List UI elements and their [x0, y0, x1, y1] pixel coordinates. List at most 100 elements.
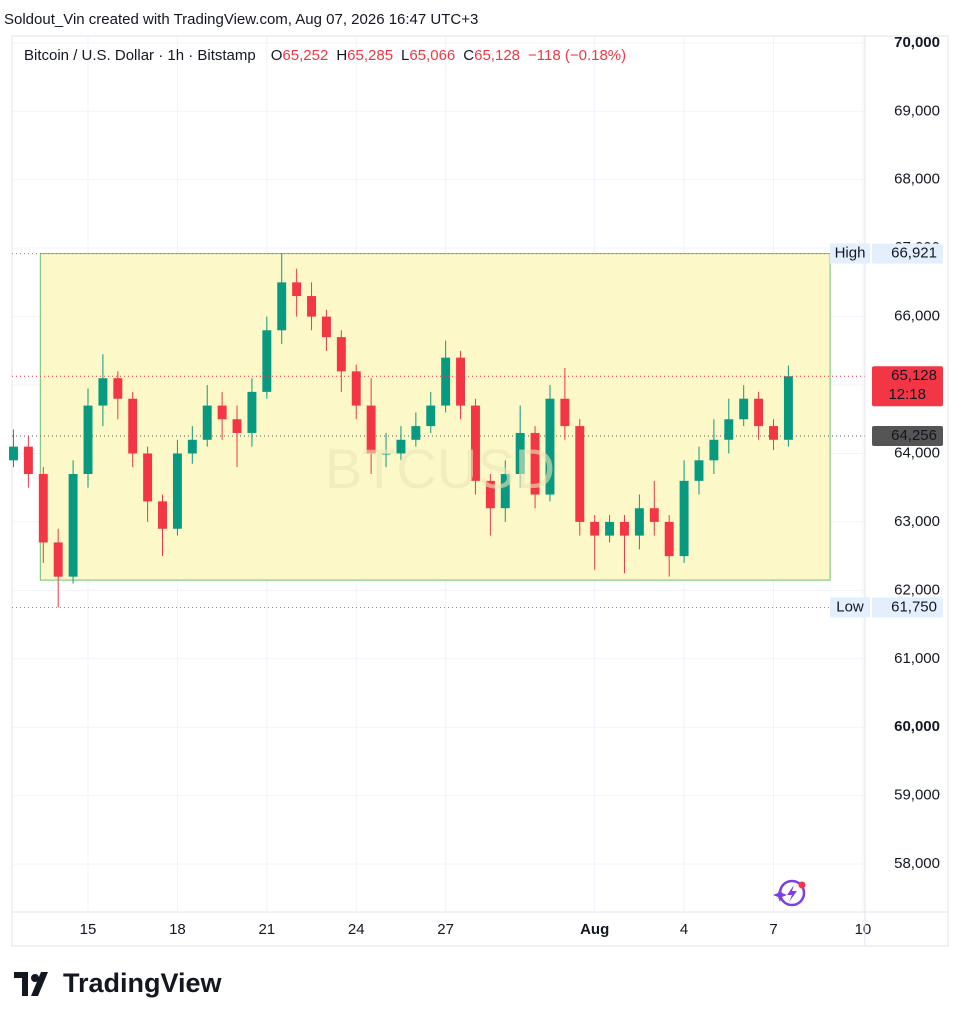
- candle-body: [292, 282, 302, 297]
- candle-body: [217, 405, 227, 420]
- x-tick-label: 24: [348, 921, 365, 938]
- brand-logo: [14, 972, 48, 996]
- ohlc-value: 65,066: [409, 47, 455, 64]
- candle-body: [605, 521, 615, 536]
- price-label: 66,921: [891, 245, 937, 262]
- candle-body: [754, 398, 764, 427]
- ohlc-value: 65,285: [347, 47, 393, 64]
- candle-body: [560, 398, 570, 427]
- candle-body: [172, 453, 182, 529]
- candle-body: [634, 508, 644, 536]
- y-tick-label: 62,000: [894, 581, 940, 598]
- price-line-name-bg: [830, 243, 870, 264]
- price-label-bg: [872, 597, 943, 618]
- candle-body: [530, 432, 540, 495]
- candle-body: [307, 296, 317, 317]
- candle-body: [575, 426, 585, 522]
- y-tick-label: 70,000: [894, 34, 940, 51]
- x-tick-label: 7: [769, 921, 777, 938]
- range-box: [39, 253, 831, 581]
- ohlc-value: 65,252: [282, 47, 328, 64]
- candle-body: [83, 405, 93, 474]
- y-tick-label: 59,000: [894, 787, 940, 804]
- x-tick-label: 15: [80, 921, 97, 938]
- y-tick-label: 66,000: [894, 308, 940, 325]
- candle-body: [515, 432, 525, 474]
- candle-body: [724, 419, 734, 440]
- x-tick-label: 27: [437, 921, 454, 938]
- candle-body: [709, 439, 719, 461]
- candle-body: [456, 357, 466, 406]
- assistant-icon[interactable]: [773, 879, 806, 907]
- candle-body: [68, 474, 78, 577]
- candle-body: [441, 357, 451, 406]
- candle-body: [590, 521, 600, 536]
- y-tick-label: 68,000: [894, 171, 940, 188]
- ohlc-key: O: [271, 47, 283, 64]
- x-tick-label: Aug: [580, 921, 609, 938]
- candle-body: [485, 480, 495, 509]
- x-tick-label: 18: [169, 921, 186, 938]
- candle-body: [649, 508, 659, 522]
- chart-title: Bitcoin / U.S. Dollar · 1h · Bitstamp O6…: [24, 47, 626, 64]
- candle-body: [411, 426, 421, 440]
- x-tick-label: 21: [258, 921, 275, 938]
- y-tick-label: 58,000: [894, 855, 940, 872]
- candle-body: [336, 337, 346, 372]
- ohlc-key: H: [336, 47, 347, 64]
- candle-body: [38, 474, 48, 543]
- price-label-bg: [872, 425, 943, 446]
- watermark: BTCUSD: [325, 437, 555, 500]
- candle-body: [426, 405, 436, 427]
- candle-body: [232, 419, 242, 433]
- credit: Soldout_Vin created with TradingView.com…: [4, 11, 478, 28]
- x-tick-label: 10: [855, 921, 872, 938]
- y-tick-label: 60,000: [894, 718, 940, 735]
- price-line-name: Low: [836, 598, 864, 615]
- y-tick-label: 61,000: [894, 650, 940, 667]
- candle-body: [545, 398, 555, 495]
- y-tick-label: 69,000: [894, 102, 940, 119]
- candle-body: [202, 405, 212, 440]
- candles: [9, 253, 793, 608]
- candle-body: [664, 521, 674, 557]
- candle-body: [679, 480, 689, 557]
- candle-body: [247, 391, 257, 433]
- candle-body: [470, 405, 480, 481]
- candle-body: [262, 330, 272, 392]
- y-tick-label: 63,000: [894, 513, 940, 530]
- candle-body: [143, 453, 153, 502]
- candle-body: [351, 371, 361, 406]
- price-label-bg: [872, 366, 943, 407]
- candle-body: [769, 426, 778, 440]
- candle-body: [9, 446, 18, 461]
- candle-body: [53, 542, 63, 577]
- y-tick-label: 64,000: [894, 444, 940, 461]
- change: −118 (−0.18%): [528, 47, 626, 64]
- candle-body: [739, 398, 749, 420]
- candle-body: [500, 474, 510, 509]
- plot: [9, 36, 865, 912]
- price-label: 64,256: [891, 427, 937, 444]
- ohlc-key: C: [463, 47, 474, 64]
- candle-body: [128, 398, 138, 454]
- candle-body: [620, 521, 629, 536]
- price-label: 65,128: [891, 367, 937, 384]
- candle-body: [396, 439, 406, 454]
- candle-body: [381, 453, 391, 455]
- price-label: 61,750: [891, 598, 937, 615]
- brand-name: TradingView: [63, 968, 223, 998]
- countdown-label: 12:18: [888, 386, 926, 403]
- candle-body: [366, 405, 376, 454]
- x-tick-label: 4: [680, 921, 688, 938]
- price-line-name-bg: [830, 597, 870, 618]
- candle-body: [187, 439, 197, 454]
- candle-body: [158, 501, 167, 529]
- ohlc-value: 65,128: [474, 47, 520, 64]
- candle-body: [321, 316, 331, 338]
- price-label-bg: [872, 243, 943, 264]
- price-line-name: High: [835, 245, 866, 262]
- ohlc-gap: [256, 47, 271, 64]
